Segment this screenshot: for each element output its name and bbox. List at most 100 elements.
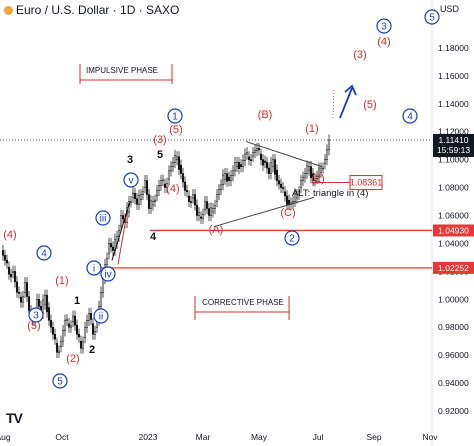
chart-title: Euro / U.S. Dollar · 1D · SAXO [4, 3, 179, 17]
candle-body [265, 162, 269, 169]
candle-body [169, 166, 173, 172]
candle-body [223, 173, 227, 180]
x-tick-label: Aug [0, 432, 11, 442]
chart-title-text: Euro / U.S. Dollar · 1D · SAXO [16, 3, 180, 17]
blue-wave-circle [36, 245, 52, 261]
candle-body [221, 174, 225, 186]
black-wave-label: 2 [89, 344, 95, 356]
candle-body [233, 162, 237, 172]
projection-arrow [339, 87, 353, 119]
candle-body [11, 271, 15, 274]
last-price-value: 1.11410 [438, 135, 468, 145]
red-wave-label: (5) [363, 99, 376, 111]
candle-body [189, 201, 193, 203]
candle-body [263, 160, 267, 163]
candle-body [275, 169, 279, 181]
candle-body [253, 150, 257, 153]
candle-body [287, 199, 291, 205]
red-wave-label: (4) [377, 36, 390, 48]
wave-line [117, 212, 128, 265]
candle-body [239, 164, 243, 167]
red-wave-label: (5) [169, 124, 182, 136]
candle-body [65, 319, 69, 321]
candle-body [187, 195, 191, 202]
candle-body [205, 201, 209, 209]
x-tick-label: Jul [313, 432, 324, 442]
projection-arrowhead [344, 84, 357, 96]
candle-body [277, 180, 281, 185]
y-tick-label: 1.08000 [438, 183, 469, 193]
candle-body [45, 294, 49, 313]
blue-wave-label: 3 [381, 22, 387, 33]
candle-body [17, 292, 21, 294]
candle-body [111, 246, 115, 251]
candle-body [15, 281, 19, 293]
candle-body [245, 152, 249, 155]
candle-body [37, 299, 41, 307]
red-wave-label: (A) [209, 224, 224, 236]
candle-body [99, 292, 103, 307]
candle-body [237, 162, 241, 169]
level-price-tag [433, 224, 474, 237]
candle-body [159, 180, 163, 186]
red-wave-label: (2) [311, 173, 324, 185]
candle-body [261, 159, 265, 166]
candle-body [121, 215, 125, 220]
candle-body [305, 165, 309, 174]
candle-body [63, 320, 67, 331]
candle-body [301, 176, 305, 181]
candle-body [137, 195, 141, 205]
blue-wave-circle [86, 260, 102, 276]
candle-body [25, 282, 29, 297]
candle-body [149, 200, 153, 209]
candle-body [211, 208, 215, 213]
candle-body [139, 194, 143, 200]
black-wave-label: 3 [127, 154, 133, 166]
blue-wave-circle [100, 266, 116, 282]
candle-body [231, 170, 235, 176]
candle-body [323, 159, 327, 165]
last-price-time: 15:59:13 [437, 145, 470, 155]
candle-body [197, 212, 201, 216]
x-tick-label: Nov [422, 432, 438, 442]
x-tick-label: 2023 [139, 432, 158, 442]
candle-body [325, 149, 329, 160]
candle-body [327, 139, 331, 151]
candle-body [91, 323, 95, 335]
candle-body [179, 164, 183, 174]
y-tick-label: 0.94000 [438, 378, 469, 388]
corrective-phase-label: CORRECTIVE PHASE [202, 298, 284, 307]
blue-wave-circle [424, 9, 440, 25]
blue-wave-circle [52, 373, 68, 389]
candle-body [69, 325, 73, 328]
candle-body [173, 155, 177, 163]
candle-body [273, 159, 277, 175]
candle-body [199, 216, 203, 219]
candle-body [283, 191, 287, 197]
blue-wave-circle [402, 108, 418, 124]
y-tick-label: 1.14000 [438, 99, 469, 109]
candle-body [151, 201, 155, 206]
blue-wave-label: v [129, 176, 134, 187]
candle-body [183, 181, 187, 191]
candle-body [43, 294, 47, 305]
candle-body [9, 273, 13, 278]
candle-body [317, 167, 321, 177]
y-tick-label: 0.96000 [438, 350, 469, 360]
blue-wave-circle [376, 18, 392, 34]
candle-body [21, 296, 25, 303]
red-wave-label: (2) [66, 353, 79, 365]
candle-body [1, 250, 5, 256]
triangle-upper-line [245, 141, 323, 168]
candle-body [291, 201, 295, 204]
blue-wave-label: 4 [407, 112, 413, 123]
x-tick-label: Mar [196, 432, 211, 442]
candle-body [119, 215, 123, 227]
candle-body [227, 176, 231, 181]
triangle-lower-line [213, 196, 315, 228]
blue-wave-circle [123, 172, 139, 188]
y-tick-label: 1.18000 [438, 43, 469, 53]
black-wave-label: 5 [157, 149, 163, 161]
blue-wave-label: 4 [41, 249, 47, 260]
